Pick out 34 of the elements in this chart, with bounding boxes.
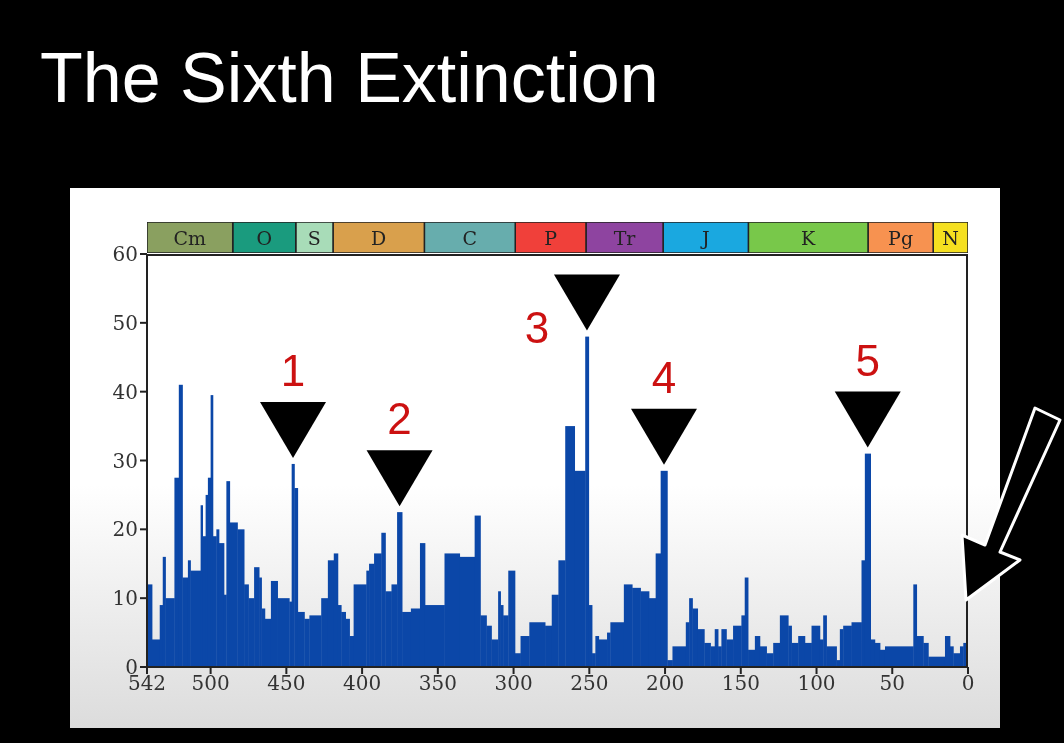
x-tick-label: 400 <box>343 671 382 696</box>
series-label: N <box>942 226 959 249</box>
x-tick-label: 200 <box>645 671 685 696</box>
annotation: 2 <box>387 394 412 444</box>
series-label: J <box>699 226 710 249</box>
x-tick-label: 150 <box>721 671 760 696</box>
series-label: Pg <box>888 226 914 249</box>
y-tick-label: 10 <box>112 586 138 611</box>
x-tick-label: 450 <box>267 671 306 696</box>
chart-title: The Sixth Extinction <box>40 38 659 118</box>
series-label: C <box>462 226 478 249</box>
y-tick-label: 20 <box>112 517 138 542</box>
x-tick-label: 50 <box>879 671 905 696</box>
series-label: S <box>307 226 321 249</box>
series-label: P <box>544 226 558 249</box>
y-tick-label: 30 <box>112 448 138 473</box>
series-label: O <box>256 226 273 249</box>
x-tick-label: 300 <box>494 671 533 696</box>
x-tick-label: 250 <box>570 671 609 696</box>
annotation: 4 <box>651 352 677 402</box>
series-label: Cm <box>173 226 207 249</box>
annotation: 5 <box>855 335 880 385</box>
series-label: K <box>801 226 817 249</box>
x-tick-label: 0 <box>961 671 975 696</box>
x-tick-label: 500 <box>191 671 230 696</box>
annotation: 3 <box>524 302 550 352</box>
series-label: Tr <box>613 226 637 249</box>
annotation: 1 <box>280 345 306 395</box>
x-tick-label: 350 <box>418 671 457 696</box>
y-tick-label: 60 <box>112 242 138 267</box>
y-tick-label: 40 <box>112 379 138 404</box>
series-label: D <box>371 226 387 249</box>
y-tick-label: 50 <box>112 310 138 335</box>
x-tick-label: 100 <box>797 671 836 696</box>
